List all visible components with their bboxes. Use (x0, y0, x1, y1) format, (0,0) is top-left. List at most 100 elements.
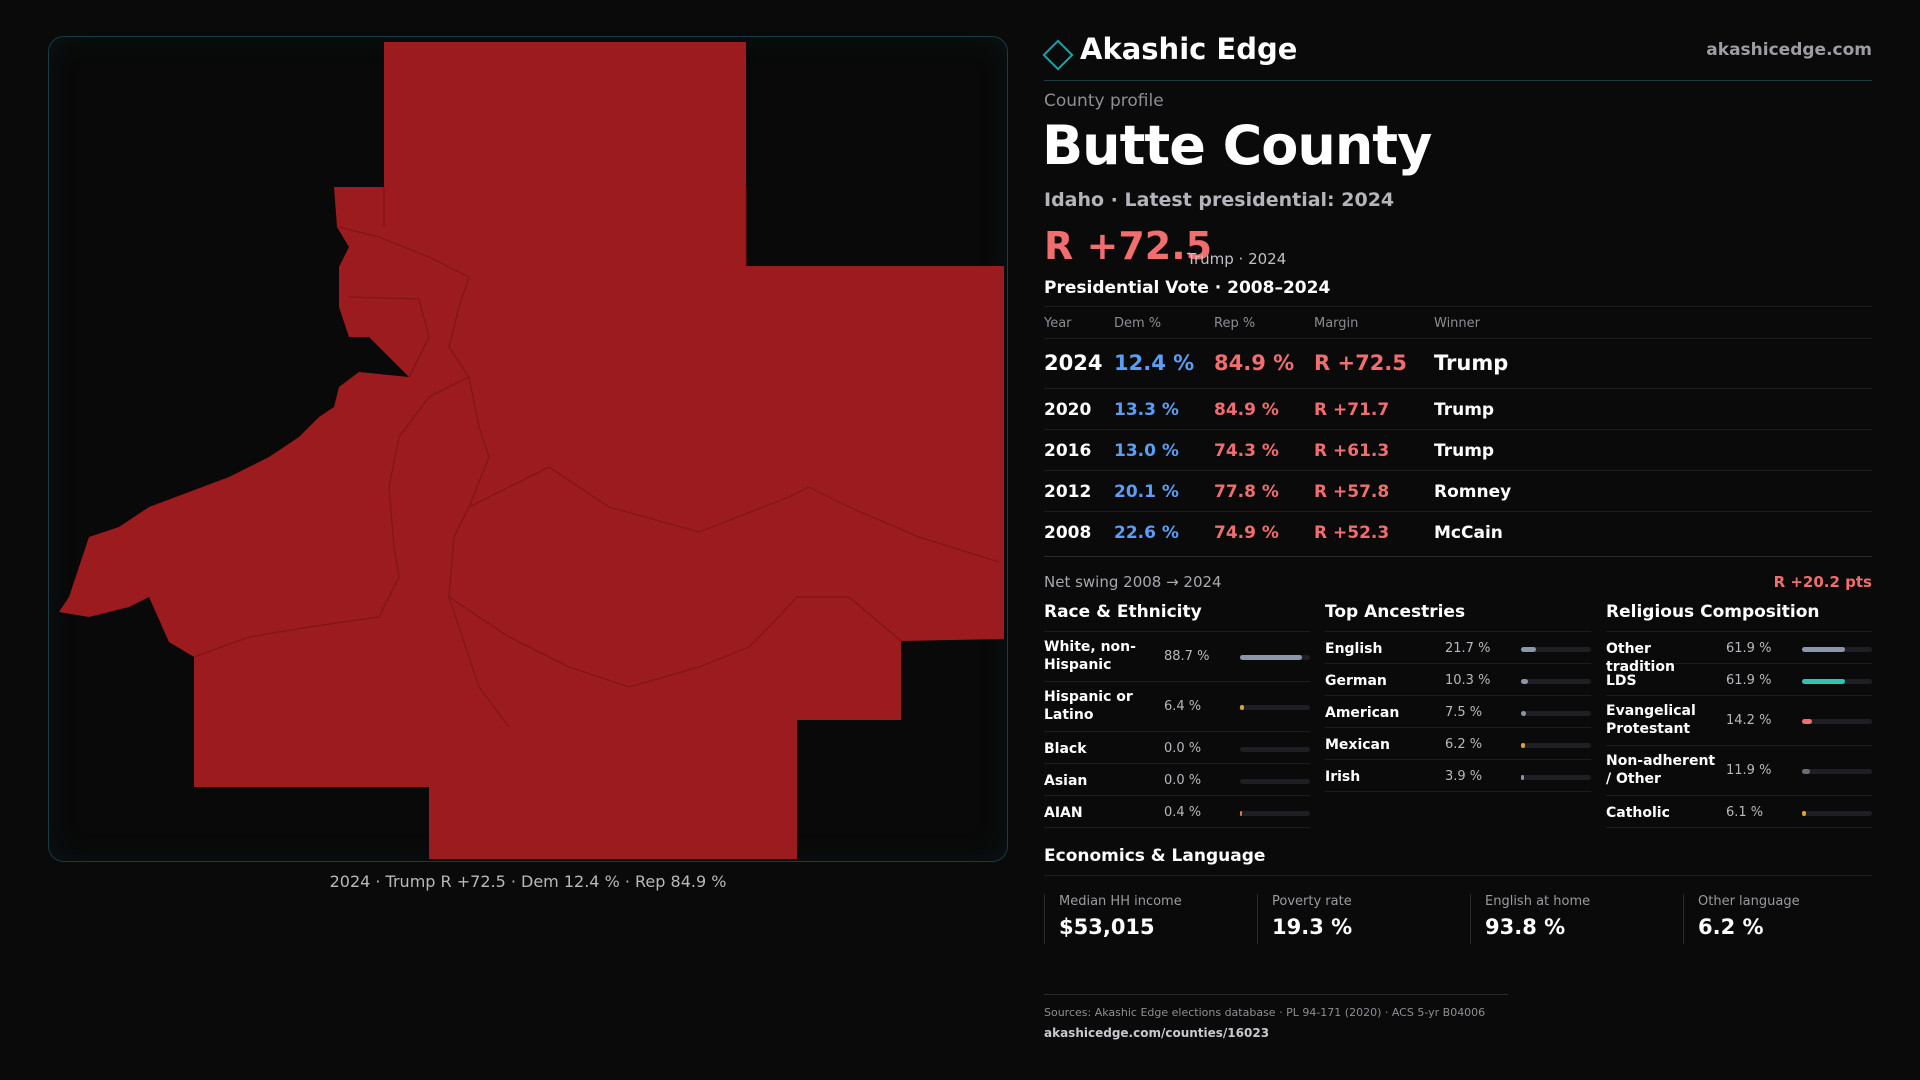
bar-track (1521, 743, 1591, 748)
row-margin: R +72.5 (1314, 351, 1407, 375)
religion-title: Religious Composition (1606, 602, 1872, 632)
precinct-boundaries (193, 187, 1000, 728)
bar-track (1240, 811, 1310, 816)
row-winner: Trump (1434, 400, 1495, 420)
row-year: 2016 (1044, 441, 1092, 461)
table-row: 2024 12.4 % 84.9 % R +72.5 Trump (1044, 338, 1872, 388)
item-label: Asian (1044, 773, 1088, 789)
row-year: 2012 (1044, 482, 1092, 502)
bar-track (1802, 719, 1872, 724)
bar-fill (1802, 719, 1812, 724)
list-item: German 10.3 % (1325, 664, 1591, 696)
list-item: Evangelical Protestant 14.2 % (1606, 696, 1872, 746)
list-item: Other tradition 61.9 % (1606, 632, 1872, 675)
economics-divider (1044, 875, 1872, 876)
bar-fill (1802, 769, 1811, 774)
bar-track (1240, 705, 1310, 710)
ancestries-panel: Top Ancestries English 21.7 % German 10.3 %… (1325, 602, 1591, 792)
economics-title: Economics & Language (1044, 846, 1266, 866)
row-year: 2024 (1044, 351, 1103, 375)
bar-fill (1802, 811, 1807, 816)
row-dem: 22.6 % (1114, 523, 1179, 543)
list-item: Mexican 6.2 % (1325, 728, 1591, 760)
item-percent: 11.9 % (1726, 763, 1772, 778)
page-subtitle: Idaho · Latest presidential: 2024 (1044, 189, 1395, 211)
row-dem: 12.4 % (1114, 351, 1195, 375)
bar-track (1240, 655, 1310, 660)
item-percent: 88.7 % (1164, 649, 1210, 664)
item-percent: 0.0 % (1164, 773, 1202, 788)
bar-fill (1802, 647, 1846, 652)
list-item: Black 0.0 % (1044, 732, 1310, 764)
item-percent: 6.4 % (1164, 699, 1202, 714)
item-label: White, non-Hispanic (1044, 639, 1136, 673)
stat-value: 93.8 % (1485, 915, 1566, 939)
row-rep: 84.9 % (1214, 351, 1295, 375)
item-label: German (1325, 673, 1387, 689)
item-label: Hispanic or Latino (1044, 689, 1133, 723)
bar-fill (1240, 705, 1245, 710)
item-label: English (1325, 641, 1383, 657)
bar-fill (1521, 743, 1526, 748)
bar-fill (1240, 655, 1303, 660)
header-divider (1044, 80, 1872, 81)
bar-fill (1802, 679, 1846, 684)
religion-panel: Religious Composition Other tradition 61.… (1606, 602, 1872, 828)
table-header-row: Year Dem % Rep % Margin Winner (1044, 306, 1872, 338)
bar-track (1521, 647, 1591, 652)
item-percent: 14.2 % (1726, 713, 1772, 728)
item-percent: 0.4 % (1164, 805, 1202, 820)
list-item: Asian 0.0 % (1044, 764, 1310, 796)
item-percent: 6.1 % (1726, 805, 1764, 820)
race-ethnicity-panel: Race & Ethnicity White, non-Hispanic 88.7… (1044, 602, 1310, 828)
ancestries-title: Top Ancestries (1325, 602, 1591, 632)
footer-divider (1044, 994, 1508, 995)
table-row: 2020 13.3 % 84.9 % R +71.7 Trump (1044, 388, 1872, 429)
county-shape[interactable] (59, 42, 1004, 859)
item-label: Black (1044, 741, 1087, 757)
header-rep: Rep % (1214, 316, 1256, 331)
stat-label: Poverty rate (1272, 894, 1352, 909)
bar-track (1240, 779, 1310, 784)
list-item: Hispanic or Latino 6.4 % (1044, 682, 1310, 732)
row-margin: R +52.3 (1314, 523, 1390, 543)
bar-track (1802, 811, 1872, 816)
row-dem: 20.1 % (1114, 482, 1179, 502)
item-label: Evangelical Protestant (1606, 703, 1696, 737)
list-item: Non-adherent / Other 11.9 % (1606, 746, 1872, 796)
map-caption: 2024 · Trump R +72.5 · Dem 12.4 % · Rep … (329, 872, 727, 891)
bar-fill (1521, 647, 1537, 652)
stat-value: 19.3 % (1272, 915, 1353, 939)
vote-table-title: Presidential Vote · 2008–2024 (1044, 278, 1331, 298)
item-percent: 6.2 % (1445, 737, 1483, 752)
header-dem: Dem % (1114, 316, 1162, 331)
item-percent: 21.7 % (1445, 641, 1491, 656)
row-margin: R +61.3 (1314, 441, 1390, 461)
county-url-link[interactable]: akashicedge.com/counties/16023 (1044, 1026, 1270, 1040)
bar-track (1802, 769, 1872, 774)
row-rep: 74.3 % (1214, 441, 1279, 461)
bar-fill (1521, 711, 1527, 716)
stat-other-language: Other language 6.2 % (1683, 894, 1888, 944)
header-winner: Winner (1434, 316, 1481, 331)
row-winner: Trump (1434, 351, 1509, 375)
bar-track (1240, 747, 1310, 752)
bar-track (1521, 679, 1591, 684)
table-row: 2016 13.0 % 74.3 % R +61.3 Trump (1044, 429, 1872, 470)
item-label: LDS (1606, 673, 1637, 689)
list-item: White, non-Hispanic 88.7 % (1044, 632, 1310, 682)
row-winner: Trump (1434, 441, 1495, 461)
item-label: AIAN (1044, 805, 1083, 821)
row-margin: R +57.8 (1314, 482, 1390, 502)
diamond-logo-icon (1042, 39, 1074, 71)
row-dem: 13.3 % (1114, 400, 1179, 420)
brand-url-link[interactable]: akashicedge.com (1706, 40, 1872, 60)
list-item: American 7.5 % (1325, 696, 1591, 728)
list-item: Irish 3.9 % (1325, 760, 1591, 792)
row-winner: Romney (1434, 482, 1512, 502)
county-map-panel (48, 36, 1008, 862)
list-item: Catholic 6.1 % (1606, 796, 1872, 828)
item-label: Irish (1325, 769, 1361, 785)
header-year: Year (1044, 316, 1072, 331)
row-dem: 13.0 % (1114, 441, 1179, 461)
